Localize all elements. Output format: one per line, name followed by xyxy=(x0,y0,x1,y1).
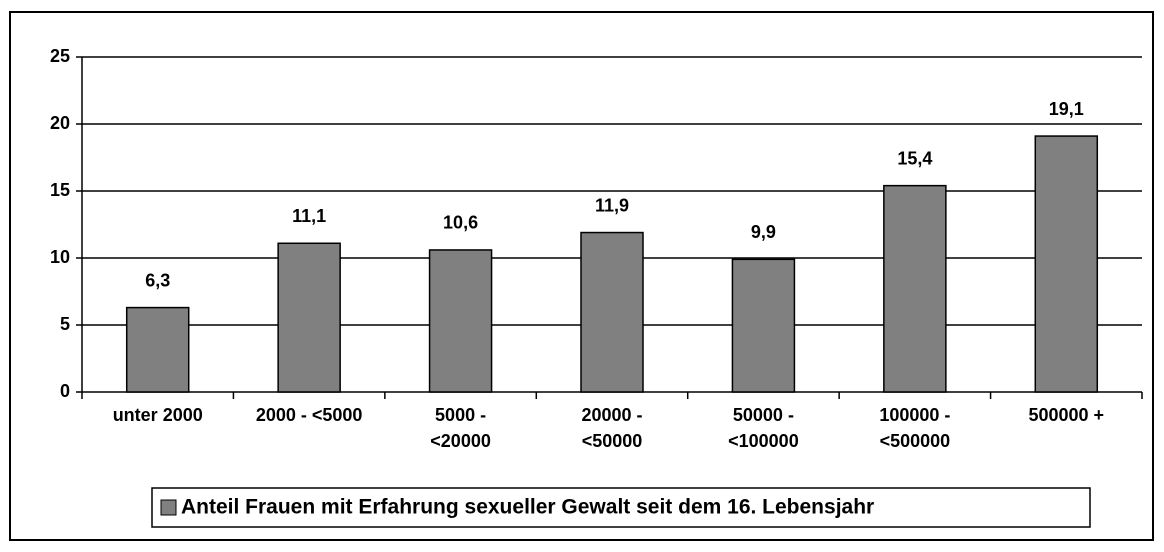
value-label: 6,3 xyxy=(145,270,170,290)
value-label: 9,9 xyxy=(751,222,776,242)
legend-label: Anteil Frauen mit Erfahrung sexueller Ge… xyxy=(181,496,874,519)
x-tick-label: unter 2000 xyxy=(113,405,203,425)
y-tick-label: 25 xyxy=(50,46,70,66)
value-label: 11,1 xyxy=(292,206,326,226)
x-tick-label: 500000 + xyxy=(1028,405,1104,425)
y-tick-label: 10 xyxy=(50,247,70,267)
value-label: 10,6 xyxy=(443,213,478,233)
bar xyxy=(731,258,796,393)
bar xyxy=(125,306,190,393)
x-tick-label: 50000 -<100000 xyxy=(728,405,799,451)
bar xyxy=(1034,135,1099,393)
y-tick-label: 15 xyxy=(50,180,70,200)
bar xyxy=(277,242,341,393)
x-tick-label: 2000 - <5000 xyxy=(256,405,363,425)
value-label: 15,4 xyxy=(897,148,932,168)
value-label: 11,9 xyxy=(595,195,629,215)
bar xyxy=(580,231,644,393)
bar xyxy=(428,249,493,393)
legend-box xyxy=(151,487,1091,528)
legend-swatch xyxy=(160,499,177,516)
value-label: 19,1 xyxy=(1049,99,1084,119)
y-tick-label: 20 xyxy=(50,113,70,133)
x-tick-label: 20000 -<50000 xyxy=(581,405,642,451)
y-tick-label: 5 xyxy=(60,314,70,334)
x-tick-label: 100000 -<500000 xyxy=(879,405,950,451)
y-tick-label: 0 xyxy=(60,381,70,401)
x-tick-label: 5000 -<20000 xyxy=(430,405,491,451)
bar xyxy=(883,184,947,393)
